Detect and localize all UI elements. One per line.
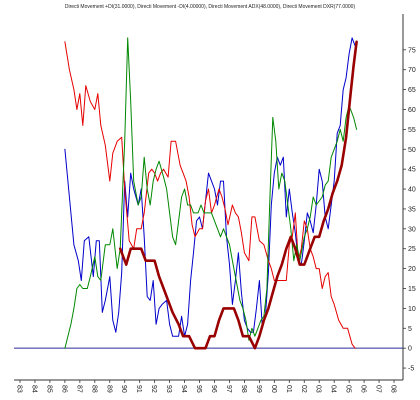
y-tick-label: 70 [408,67,416,74]
x-tick-label: 04 [330,385,337,393]
x-tick-label: 02 [300,385,307,393]
y-tick-label: 15 [408,286,416,293]
series-line-adx [64,37,358,349]
x-tick-label: 83 [16,385,23,393]
x-tick-label: 03 [315,385,322,393]
series-line-dxr [118,40,358,350]
y-tick-label: 0 [408,346,412,353]
y-tick-label: 55 [408,127,416,134]
x-tick-label: 99 [255,385,262,393]
x-tick-label: 00 [270,385,277,393]
y-tick-label: 25 [408,246,416,253]
x-tick-label: 06 [360,385,367,393]
x-tick-label: 07 [375,385,382,393]
y-tick-label: 35 [408,206,416,213]
x-tick-label: 91 [135,385,142,393]
x-tick-label: 92 [150,385,157,393]
x-tick-label: 90 [120,385,127,393]
x-tick-label: 96 [210,385,217,393]
x-tick-label: 87 [75,385,82,393]
y-tick-label: 40 [408,187,416,194]
x-tick-label: 01 [285,385,292,393]
x-tick-label: 95 [195,385,202,393]
series-line-minus-di [64,41,356,349]
y-tick-label: 30 [408,226,416,233]
x-tick-label: 85 [45,385,52,393]
y-tick-label: 45 [408,167,416,174]
y-tick-label: 60 [408,107,416,114]
y-tick-label: 20 [408,266,416,273]
y-tick-label: 65 [408,87,416,94]
x-tick-label: 89 [105,385,112,393]
y-tick-label: 50 [408,147,416,154]
y-tick-label: 10 [408,306,416,313]
x-tick-label: 98 [240,385,247,393]
x-tick-label: 08 [390,385,397,393]
x-tick-label: 94 [180,385,187,393]
chart-title: Directi Movement +DI(31.0000), Directi M… [65,4,356,10]
x-tick-label: 86 [60,385,67,393]
x-tick-label: 97 [225,385,232,393]
y-tick-label: -5 [408,366,414,373]
x-tick-label: 84 [30,385,37,393]
x-tick-label: 05 [345,385,352,393]
x-tick-label: 88 [90,385,97,393]
x-tick-label: 93 [165,385,172,393]
y-tick-label: 75 [408,47,416,54]
y-tick-label: 5 [408,326,412,333]
series-line-plus-di [64,37,356,337]
